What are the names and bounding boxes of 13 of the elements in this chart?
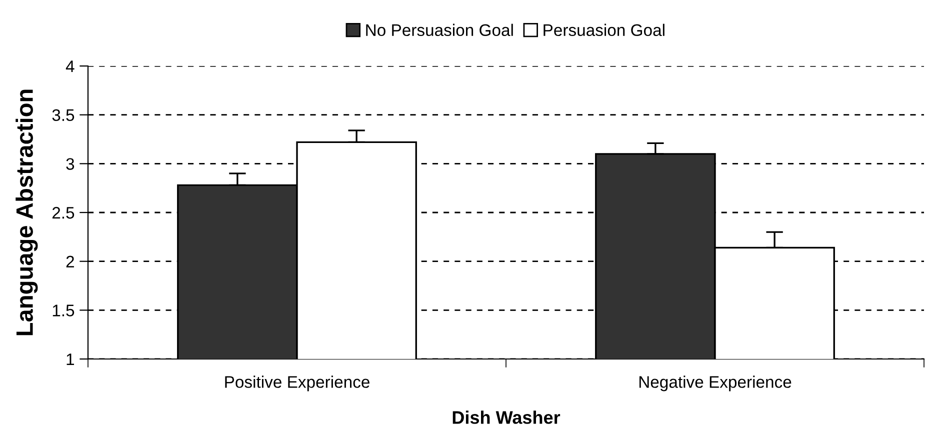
y-tick-label: 2 [66,256,74,268]
y-tick-label: 1.5 [52,304,74,316]
legend-label: No Persuasion Goal [366,24,513,36]
y-tick-label: 3 [66,158,74,170]
x-axis-title: Dish Washer [452,410,560,424]
y-tick-label: 3.5 [52,109,74,122]
y-tick-label: 1 [66,354,74,366]
legend-label: Persuasion Goal [544,24,664,36]
x-tick-label: Negative Experience [639,376,792,392]
y-tick-label: 2.5 [52,206,74,219]
x-tick-label: Positive Experience [225,376,370,392]
y-axis-title: Language Abstraction [16,90,38,336]
y-tick-label: 4 [66,60,74,72]
